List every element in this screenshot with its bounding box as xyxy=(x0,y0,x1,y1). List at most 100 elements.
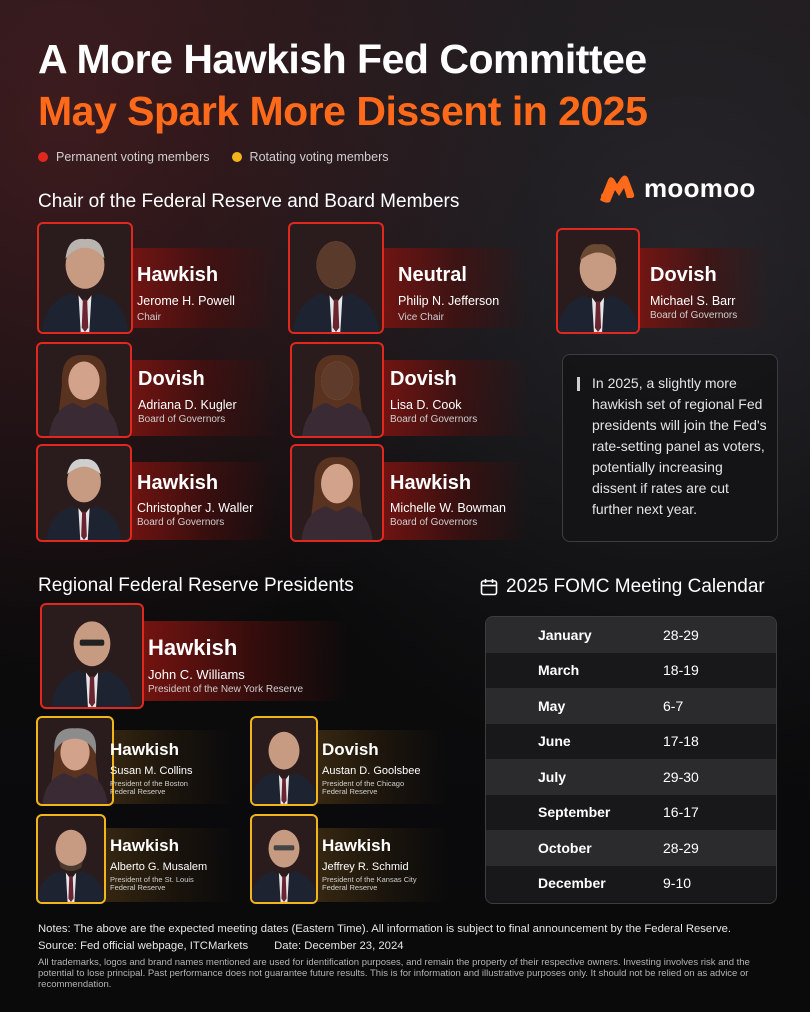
calendar-icon xyxy=(480,579,498,596)
section-regional-heading: Regional Federal Reserve Presidents xyxy=(38,575,354,596)
source-text: Source: Fed official webpage, ITCMarkets xyxy=(38,940,249,952)
card-band xyxy=(92,828,234,902)
portrait-goolsbee xyxy=(250,716,318,806)
regional-card-williams: Hawkish John C. Williams President of th… xyxy=(40,603,352,709)
member-role: President of the St. Louis Federal Reser… xyxy=(110,875,194,893)
lean-label: Hawkish xyxy=(110,836,179,855)
calendar-month: December xyxy=(538,875,606,892)
title-line-2: May Spark More Dissent in 2025 xyxy=(38,88,648,134)
member-name: Christopher J. Waller xyxy=(137,501,254,515)
regional-card-collins: Hawkish Susan M. Collins President of th… xyxy=(36,716,236,806)
card-band xyxy=(306,730,448,804)
source-line: Source: Fed official webpage, ITCMarkets… xyxy=(38,940,404,952)
quote-bar xyxy=(577,377,580,391)
calendar-month: May xyxy=(538,697,566,714)
legend: Permanent voting members Rotating voting… xyxy=(38,150,389,164)
calendar-row: January 28-29 xyxy=(486,617,776,653)
calendar-dates: 16-17 xyxy=(663,804,699,821)
date-text: Date: December 23, 2024 xyxy=(274,940,404,952)
portrait-waller xyxy=(36,444,132,542)
member-name: John C. Williams xyxy=(148,667,245,682)
member-name: Lisa D. Cook xyxy=(390,398,462,412)
member-role: Board of Governors xyxy=(138,414,226,425)
red-dot-icon xyxy=(38,152,48,162)
calendar-month: July xyxy=(538,768,567,785)
lean-label: Dovish xyxy=(650,264,717,286)
commentary-text: In 2025, a slightly more hawkish set of … xyxy=(592,375,767,517)
calendar-row: March 18-19 xyxy=(486,652,776,688)
portrait-collins xyxy=(36,716,114,806)
moomoo-logo-text: moomoo xyxy=(644,172,756,203)
calendar-row: July 29-30 xyxy=(486,759,776,795)
calendar-title: 2025 FOMC Meeting Calendar xyxy=(506,576,765,597)
title-line-1: A More Hawkish Fed Committee xyxy=(38,36,647,82)
calendar-dates: 29-30 xyxy=(663,768,699,785)
card-band xyxy=(306,828,448,902)
board-card-kugler: Dovish Adriana D. Kugler Board of Govern… xyxy=(36,342,276,438)
member-role: President of the Boston Federal Reserve xyxy=(110,779,188,797)
legend-permanent: Permanent voting members xyxy=(38,150,210,164)
member-role: Board of Governors xyxy=(137,517,225,528)
calendar-dates: 18-19 xyxy=(663,662,699,679)
member-name: Susan M. Collins xyxy=(110,765,193,777)
member-name: Austan D. Goolsbee xyxy=(322,765,421,777)
lean-label: Hawkish xyxy=(137,472,219,494)
member-name: Jerome H. Powell xyxy=(137,294,235,308)
member-role: Board of Governors xyxy=(390,414,478,425)
portrait-barr xyxy=(556,228,640,334)
regional-card-musalem: Hawkish Alberto G. Musalem President of … xyxy=(36,814,236,904)
calendar-month: March xyxy=(538,662,580,679)
calendar-row: September 16-17 xyxy=(486,794,776,830)
board-card-jefferson: Neutral Philip N. Jefferson Vice Chair xyxy=(288,222,528,334)
calendar-month: October xyxy=(538,839,592,856)
calendar-dates: 28-29 xyxy=(663,839,699,856)
calendar-month: June xyxy=(538,733,571,750)
calendar-row: December 9-10 xyxy=(486,865,776,901)
member-name: Michelle W. Bowman xyxy=(390,501,507,515)
member-name: Michael S. Barr xyxy=(650,294,736,308)
legend-rotating: Rotating voting members xyxy=(231,150,389,164)
lean-label: Hawkish xyxy=(148,635,238,660)
board-card-cook: Dovish Lisa D. Cook Board of Governors xyxy=(290,342,530,438)
moomoo-logo-icon xyxy=(600,175,635,203)
disclaimer-text: All trademarks, logos and brand names me… xyxy=(38,957,750,990)
calendar-table: January 28-29 March 18-19 May 6-7 June 17-18… xyxy=(485,616,777,904)
lean-label: Hawkish xyxy=(110,740,179,759)
member-role: Vice Chair xyxy=(398,312,444,323)
lean-label: Dovish xyxy=(138,368,205,390)
portrait-kugler xyxy=(36,342,132,438)
member-name: Jeffrey R. Schmid xyxy=(322,861,409,873)
member-role: President of the Kansas City Federal Res… xyxy=(322,875,417,893)
board-card-powell: Hawkish Jerome H. Powell Chair xyxy=(37,222,277,334)
lean-label: Hawkish xyxy=(322,836,391,855)
member-role: Board of Governors xyxy=(390,517,478,528)
notes-text: Notes: The above are the expected meetin… xyxy=(38,923,732,935)
portrait-powell xyxy=(37,222,133,334)
member-role: Board of Governors xyxy=(650,310,738,321)
portrait-jefferson xyxy=(288,222,384,334)
portrait-bowman xyxy=(290,444,384,542)
lean-label: Hawkish xyxy=(137,264,219,286)
section-board-heading: Chair of the Federal Reserve and Board M… xyxy=(38,191,460,212)
lean-label: Neutral xyxy=(398,264,467,286)
portrait-schmid xyxy=(250,814,318,904)
yellow-dot-icon xyxy=(231,152,242,162)
regional-card-schmid: Hawkish Jeffrey R. Schmid President of t… xyxy=(250,814,450,904)
board-card-barr: Dovish Michael S. Barr Board of Governor… xyxy=(556,228,771,334)
portrait-musalem xyxy=(36,814,106,904)
calendar-heading: 2025 FOMC Meeting Calendar xyxy=(480,576,765,598)
card-band xyxy=(110,621,350,701)
calendar-dates: 9-10 xyxy=(663,875,692,892)
calendar-dates: 28-29 xyxy=(663,626,699,643)
lean-label: Dovish xyxy=(390,368,457,390)
member-role: President of the New York Reserve xyxy=(148,684,304,695)
portrait-cook xyxy=(290,342,384,438)
calendar-row: October 28-29 xyxy=(486,830,776,866)
calendar-dates: 17-18 xyxy=(663,733,699,750)
calendar-month: January xyxy=(538,626,592,643)
member-name: Alberto G. Musalem xyxy=(110,861,208,873)
calendar-dates: 6-7 xyxy=(663,697,684,714)
board-card-bowman: Hawkish Michelle W. Bowman Board of Gove… xyxy=(290,444,530,542)
calendar-row: June 17-18 xyxy=(486,723,776,759)
commentary-box: In 2025, a slightly more hawkish set of … xyxy=(562,354,778,542)
